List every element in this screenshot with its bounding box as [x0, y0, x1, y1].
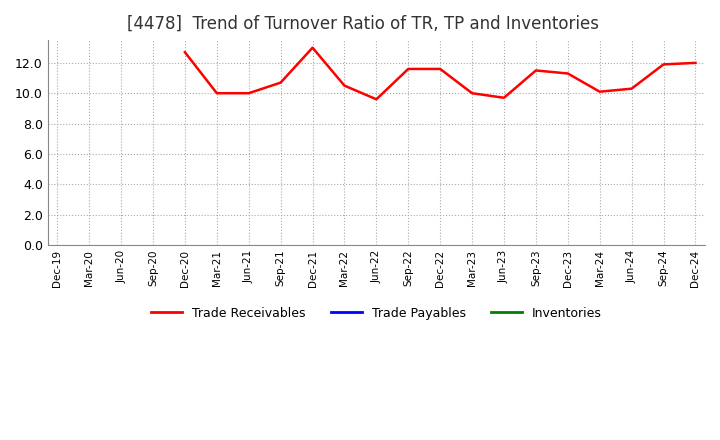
Trade Receivables: [627, 86, 636, 92]
Line: Trade Receivables: Trade Receivables: [185, 48, 696, 99]
Trade Receivables: [468, 91, 477, 96]
Trade Receivables: [500, 95, 508, 100]
Trade Receivables: [564, 71, 572, 76]
Trade Receivables: [691, 60, 700, 66]
Trade Receivables: [404, 66, 413, 72]
Trade Receivables: [595, 89, 604, 94]
Trade Receivables: [276, 80, 285, 85]
Trade Receivables: [372, 97, 381, 102]
Trade Receivables: [436, 66, 444, 72]
Legend: Trade Receivables, Trade Payables, Inventories: Trade Receivables, Trade Payables, Inven…: [146, 302, 607, 325]
Trade Receivables: [244, 91, 253, 96]
Trade Receivables: [181, 50, 189, 55]
Text: [4478]  Trend of Turnover Ratio of TR, TP and Inventories: [4478] Trend of Turnover Ratio of TR, TP…: [127, 15, 598, 33]
Trade Receivables: [531, 68, 540, 73]
Trade Receivables: [340, 83, 348, 88]
Trade Receivables: [212, 91, 221, 96]
Trade Receivables: [660, 62, 668, 67]
Trade Receivables: [308, 45, 317, 50]
